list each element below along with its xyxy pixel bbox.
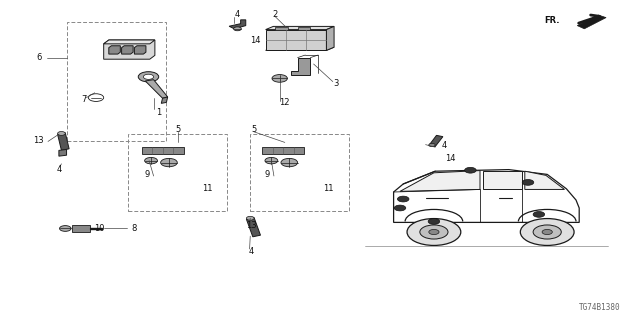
Text: 14: 14 [445, 154, 455, 163]
Polygon shape [291, 58, 310, 75]
Text: 13: 13 [246, 221, 257, 230]
Text: 13: 13 [33, 136, 44, 145]
Polygon shape [400, 171, 480, 191]
Circle shape [234, 27, 241, 31]
Polygon shape [59, 149, 67, 156]
Text: 14: 14 [250, 36, 260, 44]
Text: 3: 3 [333, 79, 338, 88]
Polygon shape [122, 46, 133, 54]
Circle shape [429, 143, 435, 147]
Polygon shape [145, 80, 168, 98]
Polygon shape [429, 135, 443, 147]
Polygon shape [161, 97, 168, 103]
Circle shape [533, 225, 561, 239]
Bar [67, 22, 166, 141]
Polygon shape [109, 46, 120, 54]
Polygon shape [577, 15, 606, 29]
Bar [128, 134, 227, 211]
Text: 4: 4 [57, 165, 62, 174]
Polygon shape [104, 40, 155, 59]
Text: 7: 7 [81, 95, 86, 104]
Circle shape [407, 219, 461, 245]
Polygon shape [483, 171, 522, 189]
Circle shape [265, 157, 278, 164]
Bar [275, 27, 288, 30]
Circle shape [397, 196, 409, 202]
Text: 6: 6 [36, 53, 42, 62]
Text: 11: 11 [202, 184, 212, 193]
Circle shape [281, 158, 298, 167]
Text: 9: 9 [145, 170, 150, 179]
Circle shape [58, 132, 65, 135]
Text: 4: 4 [249, 247, 254, 256]
Polygon shape [266, 30, 326, 51]
Text: 9: 9 [265, 170, 270, 179]
Bar [298, 27, 310, 30]
Circle shape [542, 229, 552, 235]
Polygon shape [246, 218, 260, 237]
Polygon shape [525, 171, 564, 189]
Polygon shape [104, 40, 155, 44]
Bar [142, 147, 184, 154]
Circle shape [520, 219, 574, 245]
Circle shape [143, 74, 154, 79]
Circle shape [533, 212, 545, 217]
Text: 4: 4 [442, 141, 447, 150]
Text: FR.: FR. [545, 16, 560, 25]
Text: 4: 4 [234, 10, 239, 19]
Circle shape [429, 229, 439, 235]
Circle shape [145, 157, 157, 164]
Polygon shape [266, 27, 334, 30]
Circle shape [465, 167, 476, 173]
Text: 8: 8 [131, 224, 136, 233]
Text: 10: 10 [94, 224, 104, 233]
Circle shape [60, 226, 71, 231]
Text: 5: 5 [252, 125, 257, 134]
Polygon shape [229, 20, 246, 29]
Circle shape [272, 75, 287, 82]
Circle shape [428, 219, 440, 224]
Text: 2: 2 [273, 10, 278, 19]
Bar [72, 225, 90, 232]
Circle shape [161, 158, 177, 167]
Circle shape [138, 72, 159, 82]
Polygon shape [134, 46, 146, 54]
Circle shape [420, 225, 448, 239]
Circle shape [394, 205, 406, 211]
Text: 5: 5 [175, 125, 180, 134]
Text: 11: 11 [323, 184, 333, 193]
Bar [250, 134, 349, 211]
Text: 1: 1 [156, 108, 161, 116]
Polygon shape [326, 27, 334, 51]
Polygon shape [266, 47, 334, 51]
Bar [262, 147, 304, 154]
Text: TG74B1380: TG74B1380 [579, 303, 621, 312]
Text: 12: 12 [279, 98, 289, 107]
Circle shape [246, 216, 254, 220]
Polygon shape [58, 133, 69, 150]
Circle shape [522, 180, 534, 185]
